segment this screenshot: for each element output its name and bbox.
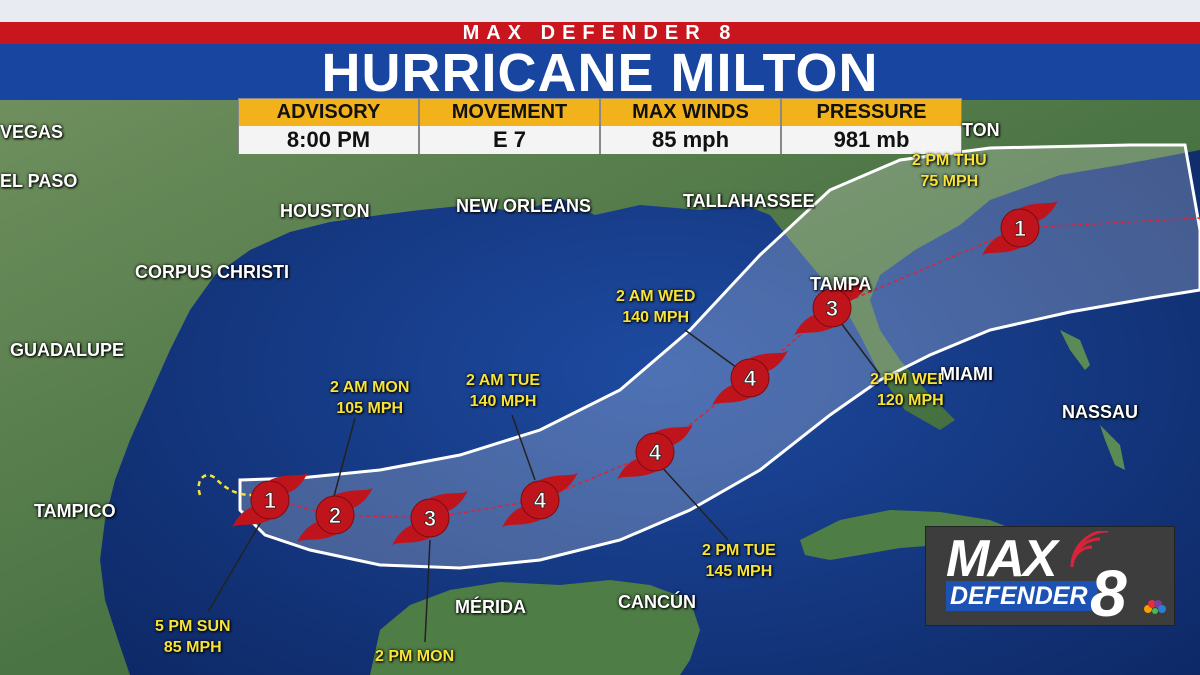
- city-label-vegas: VEGAS: [0, 122, 64, 142]
- forecast-time: 2 AM WED: [616, 288, 696, 305]
- city-label-corpus-christi: CORPUS CHRISTI: [135, 262, 290, 282]
- callout-line: [511, 414, 536, 481]
- forecast-label-tue-pm: 2 PM TUE 145 MPH: [702, 540, 776, 582]
- forecast-wind: 75 MPH: [920, 173, 979, 190]
- forecast-wind: 145 MPH: [705, 563, 773, 580]
- stat-advisory: ADVISORY 8:00 PM: [238, 98, 419, 154]
- stat-movement: MOVEMENT E 7: [419, 98, 600, 154]
- city-label-merida: MÉRIDA: [455, 597, 526, 617]
- storm-category: 3: [826, 296, 838, 321]
- program-banner: MAX DEFENDER 8: [0, 22, 1200, 44]
- stat-max-winds: MAX WINDS 85 mph: [600, 98, 781, 154]
- stat-value: 8:00 PM: [239, 126, 418, 154]
- forecast-time: 2 PM THU: [912, 152, 987, 169]
- callout-line: [207, 519, 263, 613]
- stat-pressure: PRESSURE 981 mb: [781, 98, 962, 154]
- storm-track: [269, 217, 1200, 519]
- hurricane-icon: 4: [617, 424, 693, 480]
- forecast-wind: 120 MPH: [877, 392, 944, 409]
- signal-waves-icon: [1070, 531, 1108, 568]
- forecast-label-thu-pm: 2 PM THU 75 MPH: [912, 150, 987, 192]
- us-landmass: [0, 100, 1200, 675]
- hurricane-icon: 1: [982, 200, 1058, 256]
- forecast-time: 2 PM MON: [375, 648, 455, 665]
- city-label-nassau: NASSAU: [1062, 402, 1139, 422]
- storm-category: 4: [744, 366, 757, 391]
- city-label-guadalupe: GUADALUPE: [10, 340, 125, 360]
- callout-line: [332, 417, 356, 501]
- hurricane-icon: 3: [794, 280, 870, 336]
- storm-stats-panel: ADVISORY 8:00 PM MOVEMENT E 7 MAX WINDS …: [238, 98, 962, 154]
- storm-category: 4: [534, 488, 547, 513]
- storm-category: 3: [424, 506, 436, 531]
- logo-defender: DEFENDER: [946, 581, 1098, 611]
- page-title: HURRICANE MILTON: [0, 44, 1200, 102]
- logo-eight: 8: [1090, 556, 1127, 630]
- storm-category: 1: [264, 488, 276, 513]
- hurricane-icon: 2: [297, 487, 373, 543]
- bahamas-landmass: [1060, 330, 1125, 470]
- forecast-wind: 105 MPH: [336, 400, 404, 417]
- forecast-wind: 140 MPH: [469, 393, 537, 410]
- logo-max: MAX: [946, 530, 1058, 588]
- forecast-label-sun-pm: 5 PM SUN 85 MPH: [155, 616, 231, 658]
- peacock-icon: [1144, 600, 1166, 614]
- city-label-houston: HOUSTON: [280, 201, 370, 221]
- forecast-wind: 140 MPH: [622, 309, 690, 326]
- callout-line: [834, 314, 881, 376]
- forecast-cone: [238, 143, 1200, 570]
- forecast-time: 5 PM SUN: [155, 618, 231, 635]
- storm-category: 2: [329, 503, 341, 528]
- storm-category: 4: [649, 440, 662, 465]
- stat-label: MOVEMENT: [420, 99, 599, 126]
- top-strip: [0, 0, 1200, 22]
- city-label-miami: MIAMI: [940, 364, 993, 384]
- callout-line: [684, 329, 741, 371]
- stat-value: 85 mph: [601, 126, 780, 154]
- station-logo: MAX DEFENDER 8: [925, 526, 1175, 630]
- hurricane-icon: 3: [392, 490, 468, 546]
- callout-line: [424, 539, 431, 643]
- city-label-charleston-partial: TON: [962, 120, 1000, 140]
- stat-value: E 7: [420, 126, 599, 154]
- forecast-label-tue-am: 2 AM TUE 140 MPH: [466, 370, 540, 412]
- city-label-cancun: CANCÚN: [618, 592, 696, 612]
- forecast-time: 2 PM TUE: [702, 542, 776, 559]
- stat-label: ADVISORY: [239, 99, 418, 126]
- hurricane-icon: 4: [712, 350, 788, 406]
- forecast-time: 2 PM WED: [870, 371, 942, 388]
- forecast-label-wed-am: 2 AM WED 140 MPH: [616, 286, 695, 328]
- city-label-new-orleans: NEW ORLEANS: [456, 196, 591, 216]
- past-track: [197, 473, 253, 497]
- city-label-tallahassee: TALLAHASSEE: [683, 191, 815, 211]
- callout-line: [659, 464, 729, 541]
- forecast-label-mon-am: 2 AM MON 105 MPH: [330, 377, 409, 419]
- city-label-tampico: TAMPICO: [34, 501, 116, 521]
- forecast-time: 2 AM TUE: [466, 372, 541, 389]
- stat-label: PRESSURE: [782, 99, 961, 126]
- forecast-time: 2 AM MON: [330, 379, 410, 396]
- city-label-tampa: TAMPA: [810, 274, 872, 294]
- forecast-wind: 85 MPH: [163, 639, 222, 656]
- stat-label: MAX WINDS: [601, 99, 780, 126]
- forecast-label-mon-pm: 2 PM MON: [375, 646, 454, 667]
- forecast-label-wed-pm: 2 PM WED: [870, 369, 942, 390]
- yucatan-landmass: [370, 580, 700, 675]
- storm-category: 1: [1014, 216, 1026, 241]
- cuba-landmass: [800, 510, 1110, 590]
- hurricane-icon: 1: [232, 472, 308, 528]
- city-label-el-paso: EL PASO: [0, 171, 78, 191]
- forecast-label-wed-pm-wind: 120 MPH: [877, 390, 944, 411]
- hurricane-icon: 4: [502, 472, 578, 528]
- stat-value: 981 mb: [782, 126, 961, 154]
